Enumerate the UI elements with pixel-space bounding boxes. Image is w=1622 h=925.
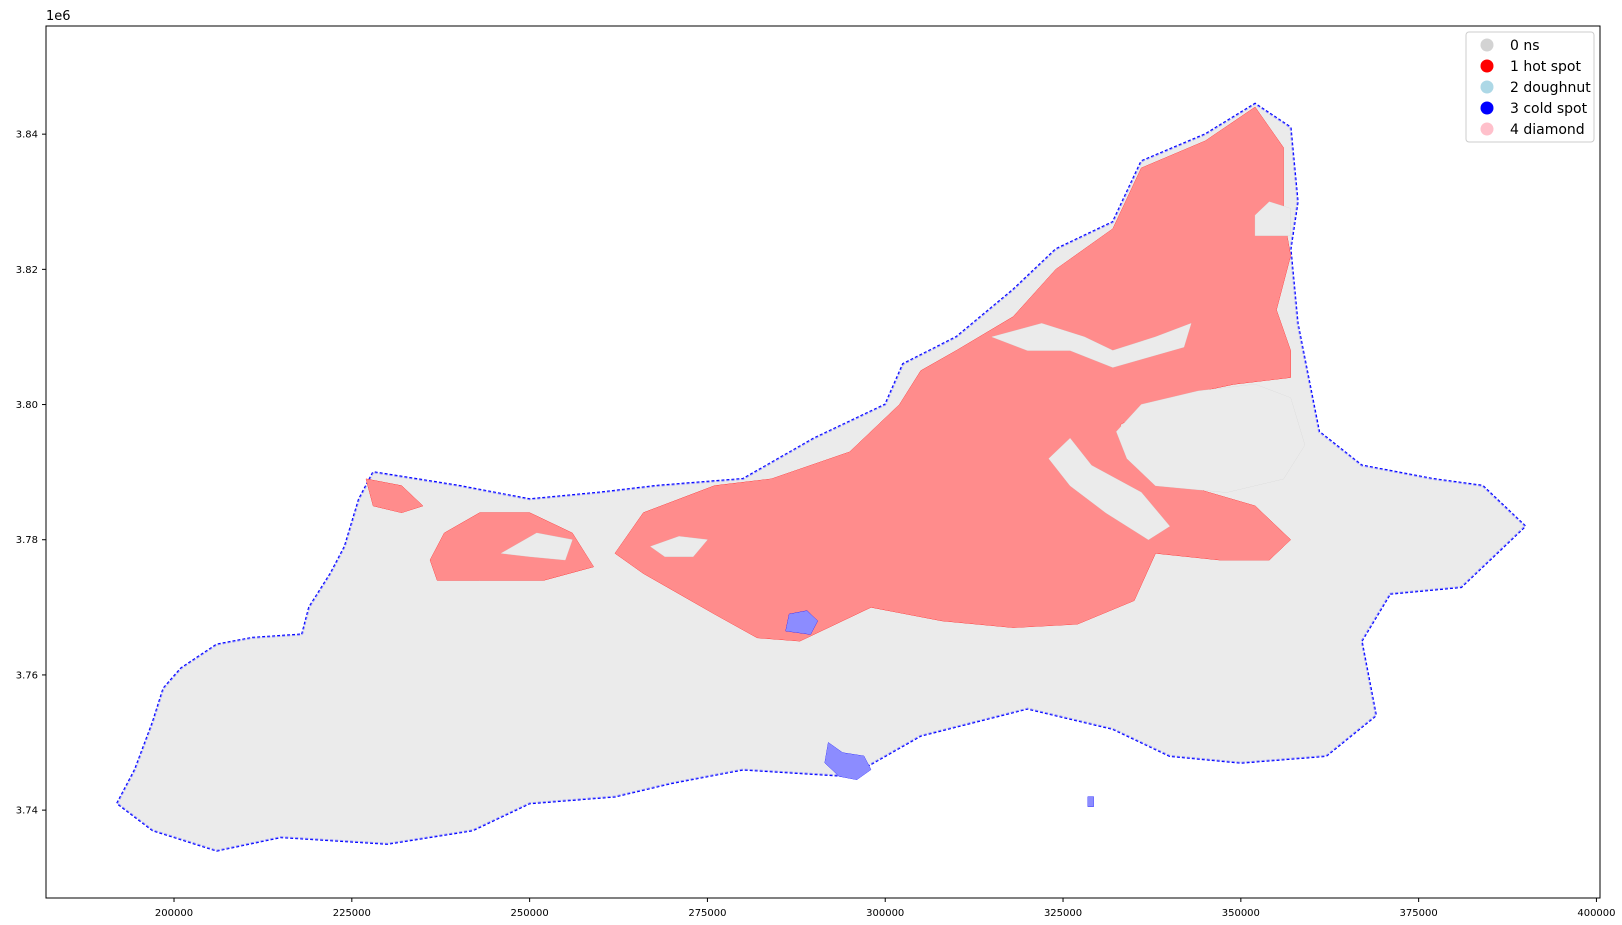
region-grid-texture bbox=[1116, 384, 1305, 493]
x-tick-label: 375000 bbox=[1400, 908, 1438, 919]
y-tick-label: 3.74 bbox=[16, 806, 38, 817]
region-grid-texture bbox=[785, 610, 818, 635]
legend: 0 ns 1 hot spot 2 doughnut 3 cold spot 4 dia… bbox=[1465, 31, 1595, 143]
x-tick-label: 300000 bbox=[866, 908, 904, 919]
legend-box bbox=[1465, 31, 1595, 143]
legend-label: 3 cold spot bbox=[1510, 101, 1588, 117]
region-grid-texture bbox=[1255, 201, 1291, 236]
plot-frame bbox=[45, 25, 1601, 899]
legend-label: 4 diamond bbox=[1510, 122, 1585, 138]
legend-label: 0 ns bbox=[1510, 38, 1540, 54]
region-grid-texture bbox=[991, 323, 1192, 368]
y-tick-label: 3.80 bbox=[16, 400, 38, 411]
x-tick-label: 225000 bbox=[333, 908, 371, 919]
y-tick-label: 3.76 bbox=[16, 670, 38, 681]
legend-marker bbox=[1480, 38, 1494, 52]
region-grid-texture bbox=[1087, 796, 1094, 807]
legend-marker bbox=[1480, 101, 1494, 115]
axis-ticks: 200000 225000 250000 275000 300000 325000 3500… bbox=[16, 130, 1616, 919]
y-tick-label: 3.82 bbox=[16, 265, 38, 276]
legend-label: 1 hot spot bbox=[1510, 59, 1581, 75]
region-grid-texture bbox=[650, 536, 708, 557]
y-tick-label: 3.78 bbox=[16, 535, 38, 546]
region-grid-texture bbox=[430, 512, 594, 581]
x-tick-label: 200000 bbox=[155, 908, 193, 919]
region-grid-texture bbox=[824, 742, 871, 780]
region-grid-texture bbox=[366, 478, 423, 513]
x-tick-label: 250000 bbox=[511, 908, 549, 919]
x-tick-label: 350000 bbox=[1222, 908, 1260, 919]
legend-label: 2 doughnut bbox=[1510, 80, 1591, 96]
y-offset-label: 1e6 bbox=[46, 9, 71, 24]
map-regions bbox=[115, 102, 1527, 852]
x-tick-label: 275000 bbox=[688, 908, 726, 919]
x-tick-label: 400000 bbox=[1577, 908, 1615, 919]
region-grid-texture bbox=[1048, 438, 1170, 540]
legend-marker bbox=[1480, 59, 1494, 73]
y-tick-label: 3.84 bbox=[16, 130, 38, 141]
region-grid-texture bbox=[501, 533, 573, 560]
legend-marker bbox=[1480, 80, 1494, 94]
legend-marker bbox=[1480, 122, 1494, 136]
x-tick-label: 325000 bbox=[1044, 908, 1082, 919]
